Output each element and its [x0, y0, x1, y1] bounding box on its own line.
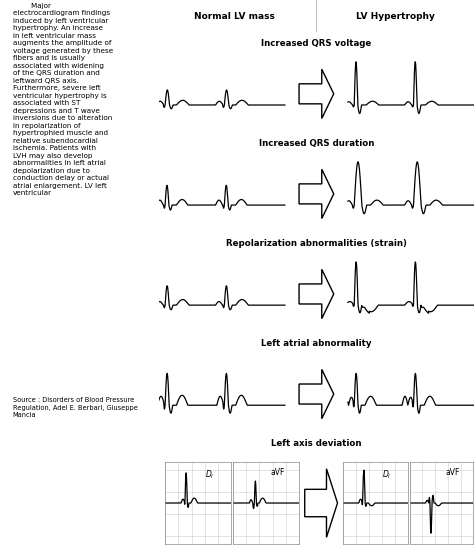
Text: Increased QRS duration: Increased QRS duration: [259, 139, 374, 148]
Text: Normal LV mass: Normal LV mass: [194, 12, 275, 20]
Text: Left atrial abnormality: Left atrial abnormality: [261, 339, 372, 348]
Text: $D_I$: $D_I$: [383, 469, 392, 481]
Text: $D_I$: $D_I$: [205, 469, 215, 481]
Polygon shape: [299, 169, 334, 219]
Polygon shape: [299, 69, 334, 119]
Text: Major
electrocardiogram findings
induced by left ventricular
hypertrophy. An inc: Major electrocardiogram findings induced…: [13, 3, 113, 197]
Text: Repolarization abnormalities (strain): Repolarization abnormalities (strain): [226, 240, 407, 248]
Text: aVF: aVF: [271, 469, 285, 477]
Text: Increased QRS voltage: Increased QRS voltage: [261, 39, 372, 48]
Polygon shape: [299, 269, 334, 319]
Text: aVF: aVF: [446, 469, 460, 477]
Text: Left axis deviation: Left axis deviation: [271, 439, 362, 448]
Polygon shape: [305, 469, 337, 537]
Text: LV Hypertrophy: LV Hypertrophy: [356, 12, 435, 20]
Text: Source : Disorders of Blood Pressure
Regulation, Adel E. Berbari, Giuseppe
Manci: Source : Disorders of Blood Pressure Reg…: [13, 397, 137, 418]
Polygon shape: [299, 369, 334, 418]
